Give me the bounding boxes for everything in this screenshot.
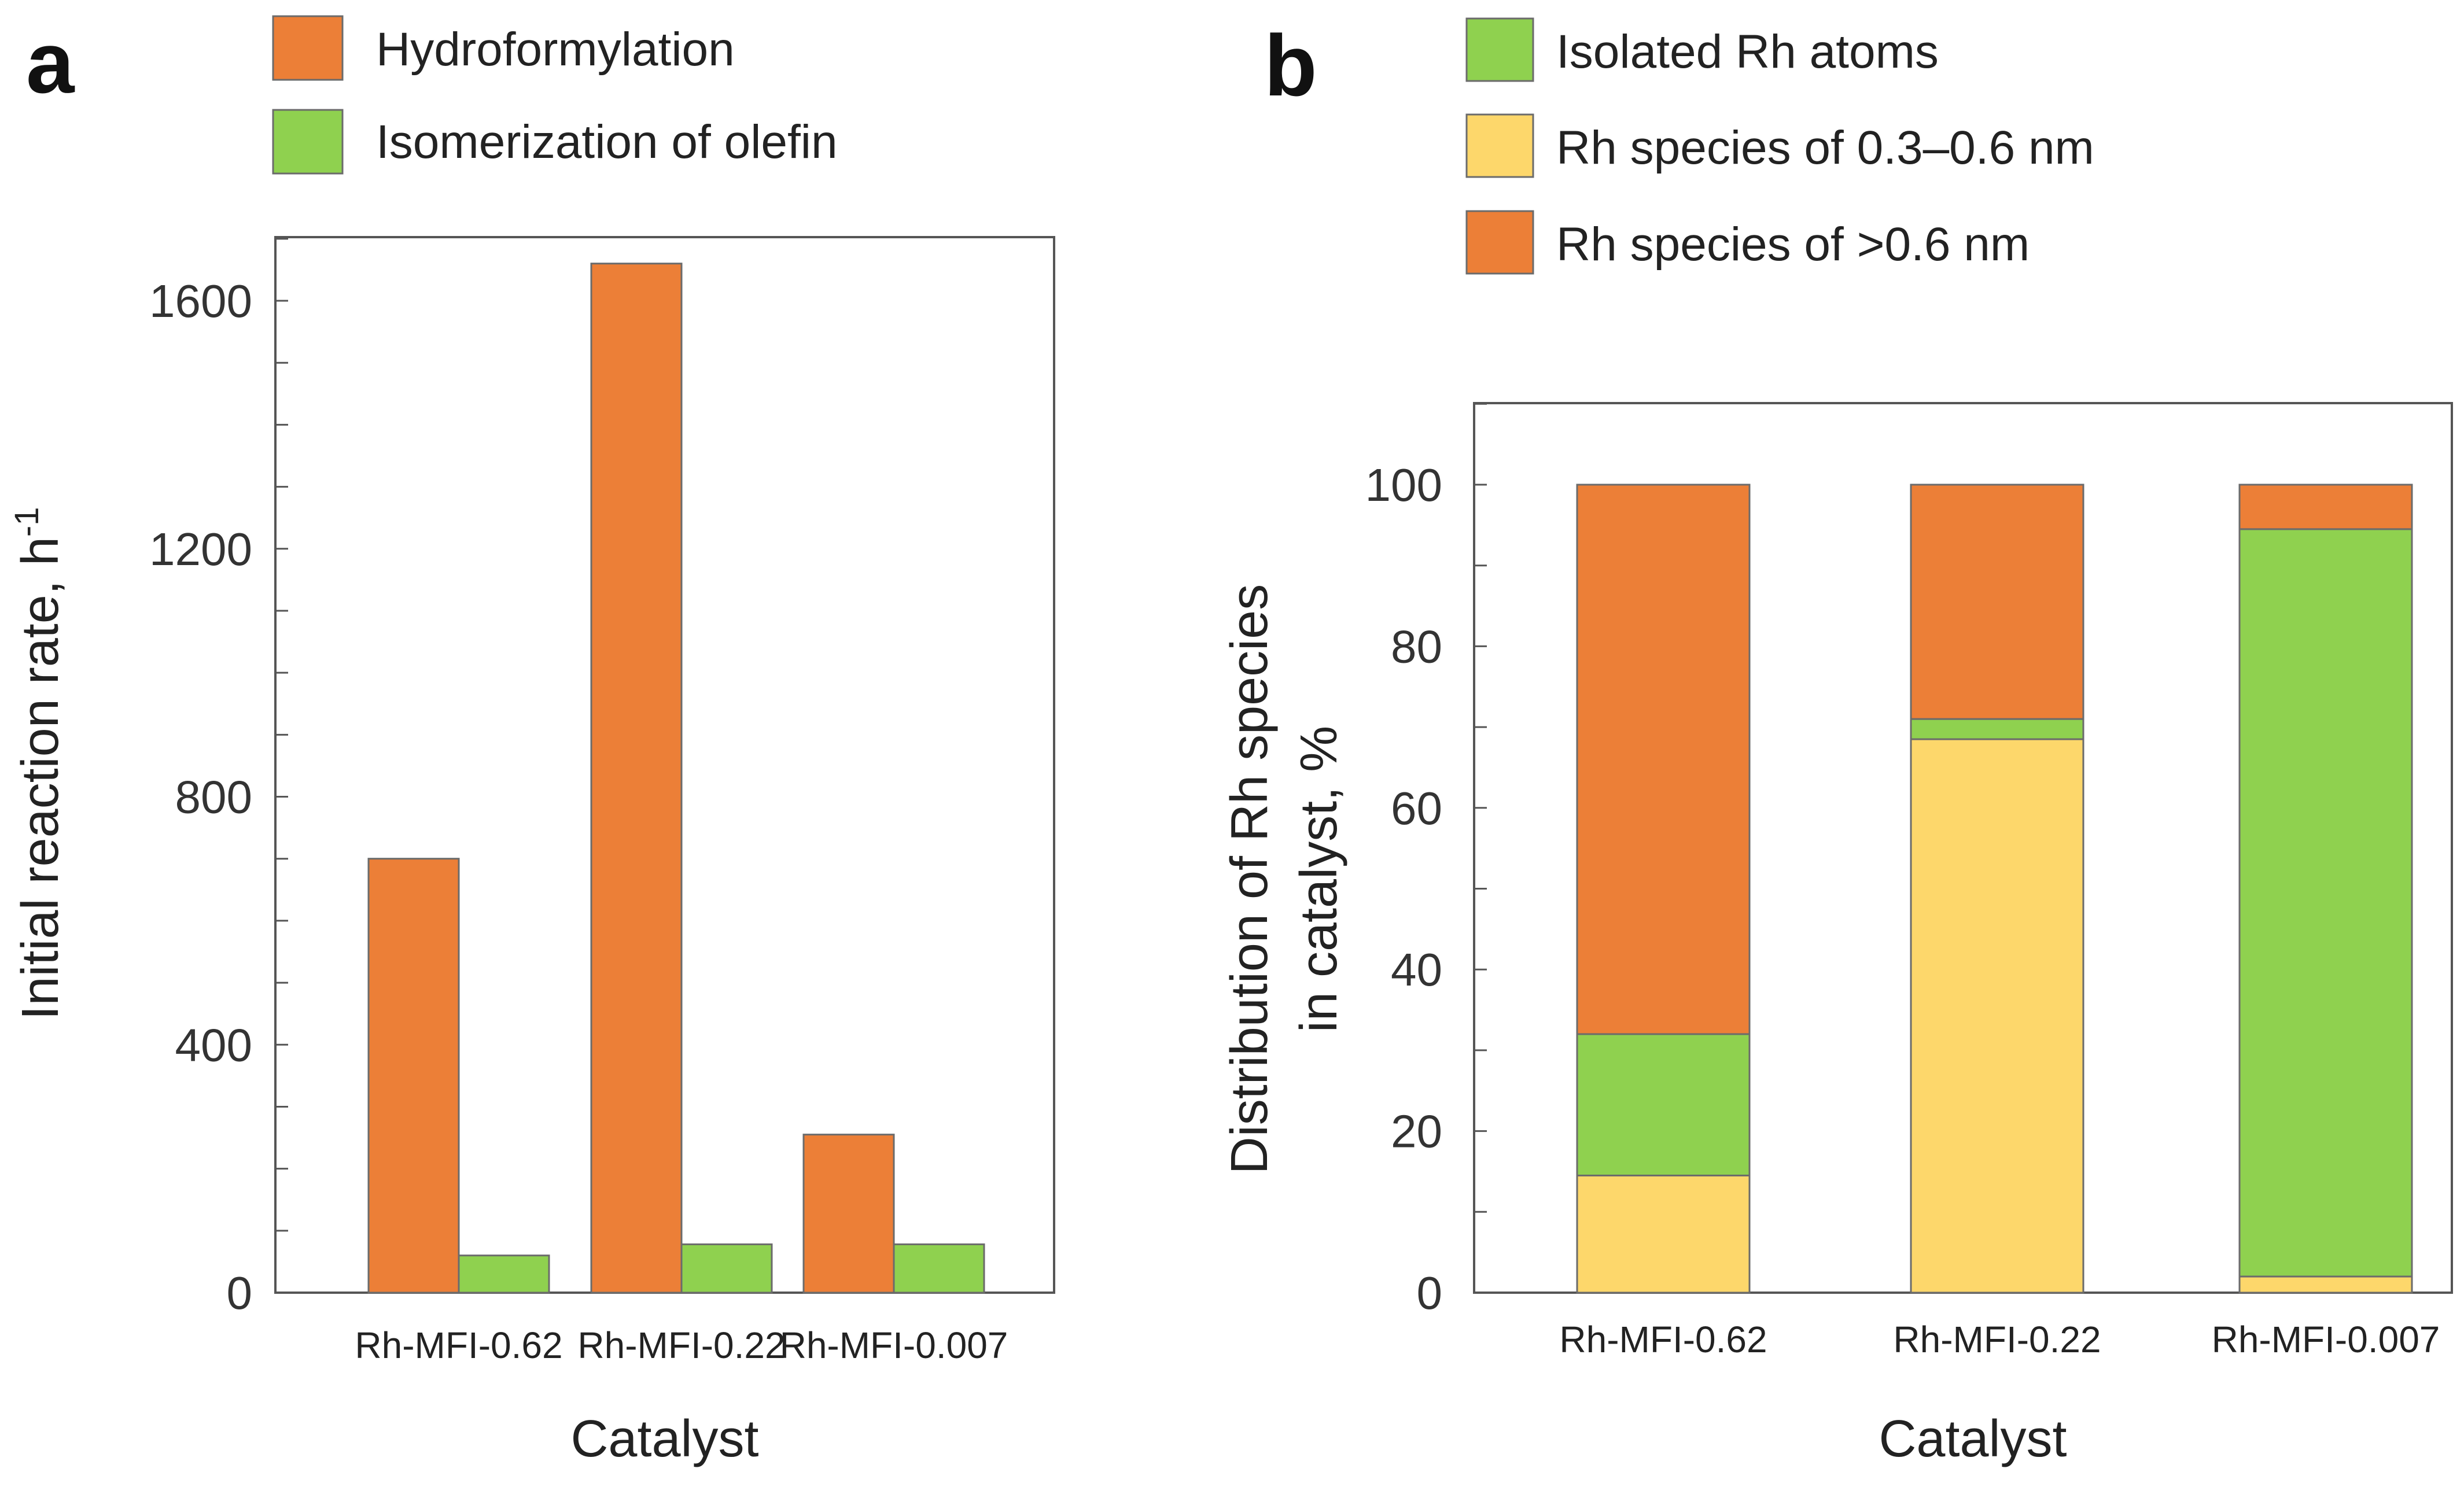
segment-rh-03-06 xyxy=(1576,1174,1751,1294)
y-tick-label: 0 xyxy=(1417,1267,1443,1319)
legend-swatch-rh-gt06 xyxy=(1465,210,1534,275)
legend-swatch-hydroformylation xyxy=(272,15,344,81)
panel-b: b Isolated Rh atoms Rh species of 0.3–0.… xyxy=(1221,17,2453,1468)
x-tick-label: Rh-MFI-0.62 xyxy=(355,1324,562,1366)
x-tick-label: Rh-MFI-0.007 xyxy=(780,1324,1008,1366)
x-tick-label: Rh-MFI-0.62 xyxy=(1559,1319,1767,1360)
segment-rh-03-06 xyxy=(2238,1275,2413,1294)
panel-a: a Hydroformylation Isomerization of olef… xyxy=(8,14,1055,1468)
segment-rh-gt06 xyxy=(1576,484,1751,1035)
y-tick-label: 80 xyxy=(1391,621,1442,672)
panel-b-y-axis-title-line1: Distribution of Rh species xyxy=(1221,584,1279,1174)
segment-isolated-rh xyxy=(2238,528,2413,1278)
y-tick-label: 1200 xyxy=(149,523,252,575)
segment-rh-gt06 xyxy=(2238,484,2413,530)
legend-label-rh-03-06: Rh species of 0.3–0.6 nm xyxy=(1556,121,2094,174)
panel-b-legend: Isolated Rh atoms Rh species of 0.3–0.6 … xyxy=(1465,17,2094,275)
legend-swatch-isolated-rh xyxy=(1465,17,1534,82)
segment-rh-gt06 xyxy=(1910,484,2084,720)
y-tick-label: 800 xyxy=(175,772,252,823)
x-tick-label: Rh-MFI-0.007 xyxy=(2212,1319,2440,1360)
panel-b-letter: b xyxy=(1264,17,1317,114)
y-tick-label: 40 xyxy=(1391,944,1442,995)
y-tick-label: 100 xyxy=(1365,459,1442,511)
panel-a-y-axis-title: Initial reaction rate, h-1 xyxy=(8,507,69,1020)
legend-label-isomerization: Isomerization of olefin xyxy=(376,116,838,168)
bar-isomerization xyxy=(680,1243,773,1294)
bar-hydroformylation xyxy=(802,1134,895,1294)
panel-a-letter: a xyxy=(26,14,75,111)
panel-b-y-axis-title-line2: in catalyst, % xyxy=(1290,726,1348,1032)
x-tick-label: Rh-MFI-0.22 xyxy=(577,1324,785,1366)
y-tick-label: 0 xyxy=(227,1267,253,1319)
segment-isolated-rh xyxy=(1576,1033,1751,1176)
panel-b-plot: 0 20 40 60 80 100 Rh-MFI-0.62 Rh-MFI-0.22 Rh-MF… xyxy=(1365,402,2453,1360)
bar-isomerization xyxy=(893,1243,985,1294)
y-tick-label: 20 xyxy=(1391,1106,1442,1157)
bar-hydroformylation xyxy=(367,858,460,1294)
panel-a-x-axis-title: Catalyst xyxy=(570,1410,758,1468)
y-tick-label: 1600 xyxy=(149,275,252,327)
legend-label-hydroformylation: Hydroformylation xyxy=(376,23,735,76)
panel-b-x-axis-title: Catalyst xyxy=(1879,1410,2067,1468)
y-tick-label: 60 xyxy=(1391,783,1442,834)
legend-label-isolated-rh: Isolated Rh atoms xyxy=(1556,25,1939,78)
legend-swatch-rh-03-06 xyxy=(1465,113,1534,178)
segment-rh-03-06 xyxy=(1910,738,2084,1294)
panel-a-legend: Hydroformylation Isomerization of olefin xyxy=(272,15,838,175)
legend-label-rh-gt06: Rh species of >0.6 nm xyxy=(1556,218,2030,271)
panel-a-plot: 0 400 800 1200 1600 Rh-MFI-0.62 Rh-MFI-0.22Rh… xyxy=(149,236,1055,1366)
segment-isolated-rh xyxy=(1910,718,2084,740)
y-tick-label: 400 xyxy=(175,1019,252,1071)
x-tick-label: Rh-MFI-0.22 xyxy=(1893,1319,2101,1360)
bar-isomerization xyxy=(458,1254,550,1294)
bar-hydroformylation xyxy=(590,263,683,1294)
legend-swatch-isomerization xyxy=(272,109,344,175)
